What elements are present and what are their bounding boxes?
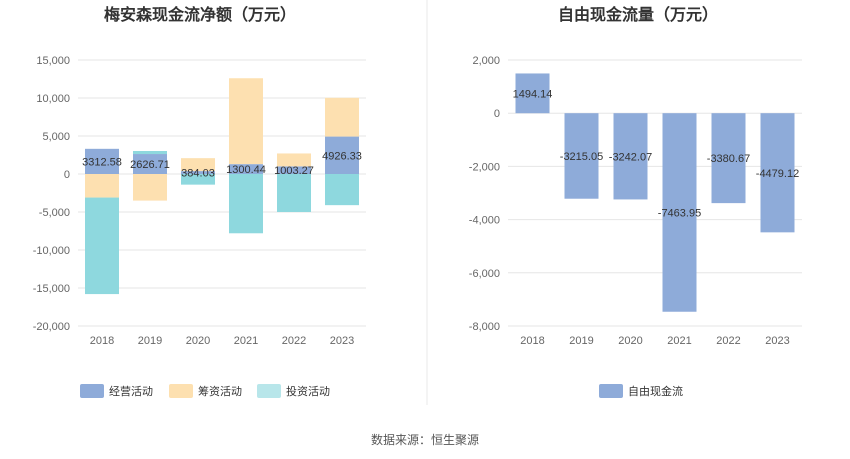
bar-operating-2021 <box>229 164 263 174</box>
bar-free_cash-2021 <box>662 113 697 312</box>
data-label: -3380.67 <box>707 153 750 165</box>
bar-investing-2021 <box>229 174 263 234</box>
y-tick-label: -10,000 <box>33 245 70 257</box>
legend-swatch-investing <box>257 384 281 398</box>
bar-financing-2023 <box>325 97 359 137</box>
data-source-footer: 数据来源：恒生聚源 <box>371 432 479 447</box>
bar-financing-2019 <box>133 174 167 201</box>
y-tick-label: 0 <box>494 108 500 120</box>
bar-free_cash-2019 <box>564 113 599 199</box>
y-tick-label: 2,000 <box>472 55 500 67</box>
bar-financing-2022 <box>277 153 311 167</box>
y-tick-label: -5,000 <box>39 207 70 219</box>
y-tick-label: -6,000 <box>469 268 500 280</box>
bar-operating-2019 <box>133 154 167 174</box>
legend-swatch-financing <box>169 384 193 398</box>
data-label: 2626.71 <box>130 159 170 171</box>
bar-operating-2020 <box>181 171 215 174</box>
x-tick-label: 2019 <box>569 335 593 347</box>
legend-label-free_cash: 自由现金流 <box>628 384 683 398</box>
bar-free_cash-2018 <box>515 73 550 114</box>
y-tick-label: 5,000 <box>42 131 70 143</box>
bar-financing-2021 <box>229 78 263 165</box>
x-tick-label: 2022 <box>282 335 306 347</box>
bar-investing-2019 <box>133 150 167 155</box>
bar-operating-2022 <box>277 166 311 174</box>
y-tick-label: 0 <box>64 169 70 181</box>
y-tick-label: 15,000 <box>36 55 70 67</box>
bar-investing-2022 <box>277 174 311 212</box>
x-tick-label: 2021 <box>234 335 258 347</box>
free-cash-flow-chart: 自由现金流量（万元） 2,000 0 -2,000 -4,000 -6,000 -8,00… <box>469 5 802 398</box>
data-label: -4479.12 <box>756 168 799 180</box>
y-tick-label: -20,000 <box>33 321 70 333</box>
bar-financing-2020 <box>181 158 215 172</box>
bar-financing-2018 <box>85 174 119 198</box>
legend-swatch-free_cash <box>599 384 623 398</box>
data-label: 1003.27 <box>274 165 314 177</box>
data-label: 3312.58 <box>82 156 122 168</box>
x-tick-label: 2023 <box>765 335 789 347</box>
y-tick-label: -15,000 <box>33 283 70 295</box>
x-tick-label: 2023 <box>330 335 354 347</box>
legend-label-investing: 投资活动 <box>286 384 330 398</box>
y-tick-label: -4,000 <box>469 215 500 227</box>
x-tick-label: 2019 <box>138 335 162 347</box>
chart-title: 梅安森现金流净额（万元） <box>104 5 296 24</box>
legend-label-financing: 筹资活动 <box>198 384 242 398</box>
data-label: 1494.14 <box>513 88 553 100</box>
bar-operating-2018 <box>85 148 119 174</box>
data-label: -7463.95 <box>658 207 701 219</box>
y-tick-label: -2,000 <box>469 161 500 173</box>
bar-free_cash-2020 <box>613 113 648 200</box>
legend-swatch-operating <box>80 384 104 398</box>
bar-investing-2023 <box>325 174 359 206</box>
x-tick-label: 2021 <box>667 335 691 347</box>
data-label: 4926.33 <box>322 150 362 162</box>
data-label: 1300.44 <box>226 164 266 176</box>
legend-label-operating: 经营活动 <box>109 384 153 398</box>
x-tick-label: 2018 <box>520 335 544 347</box>
y-tick-label: 10,000 <box>36 93 70 105</box>
bar-investing-2018 <box>85 197 119 295</box>
x-tick-label: 2018 <box>90 335 114 347</box>
bar-free_cash-2023 <box>760 113 795 233</box>
chart-title: 自由现金流量（万元） <box>558 5 718 24</box>
bar-investing-2020 <box>181 174 215 185</box>
data-label: -3242.07 <box>609 151 652 163</box>
x-tick-label: 2022 <box>716 335 740 347</box>
y-tick-label: -8,000 <box>469 321 500 333</box>
net-cash-flow-chart: 梅安森现金流净额（万元） 15,000 10,000 5,000 0 -5,000 -10… <box>33 5 366 398</box>
data-label: 384.03 <box>181 168 215 180</box>
bar-free_cash-2022 <box>711 113 746 204</box>
x-tick-label: 2020 <box>186 335 210 347</box>
data-label: -3215.05 <box>560 151 603 163</box>
bar-operating-2023 <box>325 136 359 174</box>
x-tick-label: 2020 <box>618 335 642 347</box>
